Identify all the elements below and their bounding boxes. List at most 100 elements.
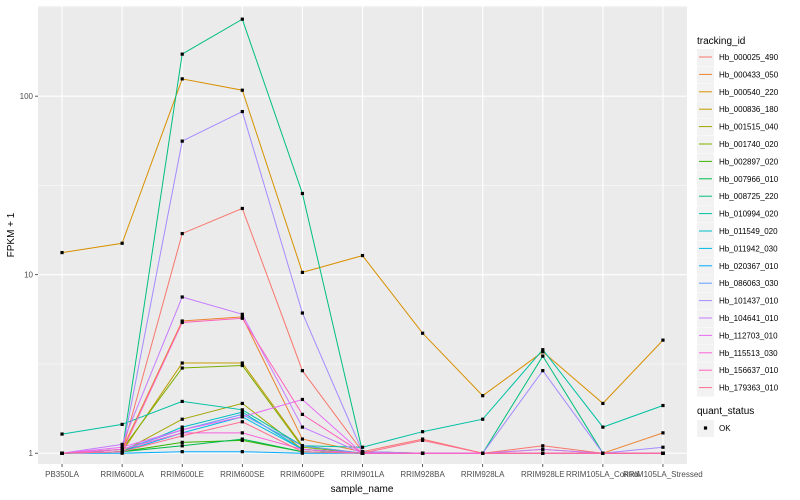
legend-label: Hb_002897_020 bbox=[719, 157, 779, 166]
data-point bbox=[541, 447, 545, 452]
legend: tracking_id Hb_000025_490Hb_000433_050Hb… bbox=[697, 36, 779, 397]
data-point bbox=[541, 451, 545, 455]
x-tick-label: PB350LA bbox=[45, 470, 79, 479]
grid-major bbox=[38, 6, 687, 464]
y-axis-title: FPKM + 1 bbox=[6, 212, 17, 257]
data-point bbox=[120, 442, 124, 447]
shape-legend-items: OK bbox=[697, 420, 731, 437]
data-point bbox=[661, 403, 665, 408]
legend-label: Hb_104641_010 bbox=[719, 314, 779, 323]
shape-legend-point bbox=[703, 426, 708, 430]
data-point bbox=[420, 451, 425, 455]
series-points bbox=[60, 17, 665, 455]
data-point bbox=[541, 354, 545, 358]
legend-key bbox=[697, 118, 714, 136]
data-point bbox=[300, 412, 305, 416]
legend-label: Hb_000540_220 bbox=[719, 88, 779, 97]
legend-label: Hb_112703_010 bbox=[719, 331, 778, 340]
data-point bbox=[481, 451, 485, 455]
data-point bbox=[120, 422, 124, 426]
legend-label: Hb_010994_020 bbox=[719, 210, 779, 219]
data-point bbox=[180, 320, 184, 325]
data-point bbox=[541, 444, 545, 448]
data-point bbox=[661, 451, 665, 455]
data-point bbox=[481, 417, 485, 421]
data-point bbox=[360, 253, 365, 258]
legend-label: Hb_115513_030 bbox=[719, 349, 778, 358]
data-point bbox=[120, 445, 124, 449]
data-point bbox=[240, 361, 244, 365]
legend-label: Hb_020367_010 bbox=[719, 262, 779, 271]
data-point bbox=[601, 451, 605, 455]
data-point bbox=[240, 420, 244, 424]
legend-label: Hb_001515_040 bbox=[719, 123, 779, 132]
data-point bbox=[300, 397, 305, 402]
data-point bbox=[240, 88, 244, 92]
legend-label: Hb_011549_020 bbox=[719, 227, 778, 236]
data-point bbox=[240, 363, 244, 368]
legend-label: Hb_008725_220 bbox=[719, 192, 779, 201]
x-tick-label: RRIM600PE bbox=[280, 470, 324, 479]
x-axis-title: sample_name bbox=[331, 484, 394, 495]
data-point bbox=[420, 438, 425, 442]
data-point bbox=[481, 394, 485, 398]
data-point bbox=[180, 361, 184, 365]
data-point bbox=[240, 437, 244, 441]
data-point bbox=[180, 231, 184, 236]
legend-label: Hb_101437_010 bbox=[719, 297, 779, 306]
data-point bbox=[240, 109, 244, 114]
data-point bbox=[120, 450, 124, 454]
data-point bbox=[300, 369, 305, 373]
data-point bbox=[240, 410, 244, 414]
y-tick-label: 100 bbox=[20, 92, 34, 101]
data-point bbox=[240, 17, 244, 21]
data-point bbox=[240, 415, 244, 419]
data-point bbox=[300, 191, 305, 196]
x-tick-label: RRIM928BA bbox=[400, 470, 445, 479]
data-point bbox=[541, 369, 545, 373]
legend-label: Hb_000433_050 bbox=[719, 70, 779, 79]
x-axis-ticks: PB350LA RRIM600LA RRIM600LE RRIM600SE RRIM60… bbox=[45, 464, 703, 479]
legend-label: Hb_086063_030 bbox=[719, 279, 779, 288]
legend-label: Hb_156637_010 bbox=[719, 366, 779, 375]
data-point bbox=[240, 412, 244, 416]
data-point bbox=[420, 331, 425, 335]
data-point bbox=[601, 401, 605, 406]
data-point bbox=[180, 450, 184, 454]
data-point bbox=[300, 444, 305, 448]
shape-legend: quant_status OK bbox=[697, 406, 754, 437]
x-tick-label: RRIM600LE bbox=[160, 470, 204, 479]
data-point bbox=[180, 417, 184, 421]
data-point bbox=[180, 444, 184, 448]
data-point bbox=[300, 447, 305, 452]
data-point bbox=[240, 401, 244, 406]
data-point bbox=[240, 206, 244, 211]
data-point bbox=[661, 338, 665, 342]
legend-label: Hb_011942_030 bbox=[719, 244, 778, 253]
y-tick-label: 10 bbox=[24, 271, 33, 280]
y-tick-label: 1 bbox=[29, 449, 34, 458]
legend-label: Hb_000836_180 bbox=[719, 105, 779, 114]
data-point bbox=[420, 430, 425, 434]
data-point bbox=[180, 139, 184, 143]
x-tick-label: RRIM105LA_Stressed bbox=[623, 470, 703, 479]
data-point bbox=[240, 316, 244, 320]
data-point bbox=[601, 425, 605, 429]
x-tick-label: RRIM928LA bbox=[461, 470, 505, 479]
data-point bbox=[661, 431, 665, 435]
data-point bbox=[180, 428, 184, 432]
x-tick-label: RRIM105LA_Control bbox=[566, 470, 640, 479]
x-tick-label: RRIM928LE bbox=[521, 470, 565, 479]
data-point bbox=[300, 437, 305, 441]
data-point bbox=[60, 451, 64, 455]
legend-items: Hb_000025_490 Hb_000433_050 Hb_000540_220 H… bbox=[697, 49, 779, 397]
x-tick-label: RRIM600SE bbox=[220, 470, 264, 479]
legend-title: tracking_id bbox=[697, 36, 745, 47]
legend-label: Hb_179363_010 bbox=[719, 384, 779, 393]
data-point bbox=[661, 445, 665, 449]
shape-legend-label: OK bbox=[719, 424, 731, 433]
data-point bbox=[180, 52, 184, 56]
data-point bbox=[60, 432, 64, 436]
data-point bbox=[180, 440, 184, 444]
